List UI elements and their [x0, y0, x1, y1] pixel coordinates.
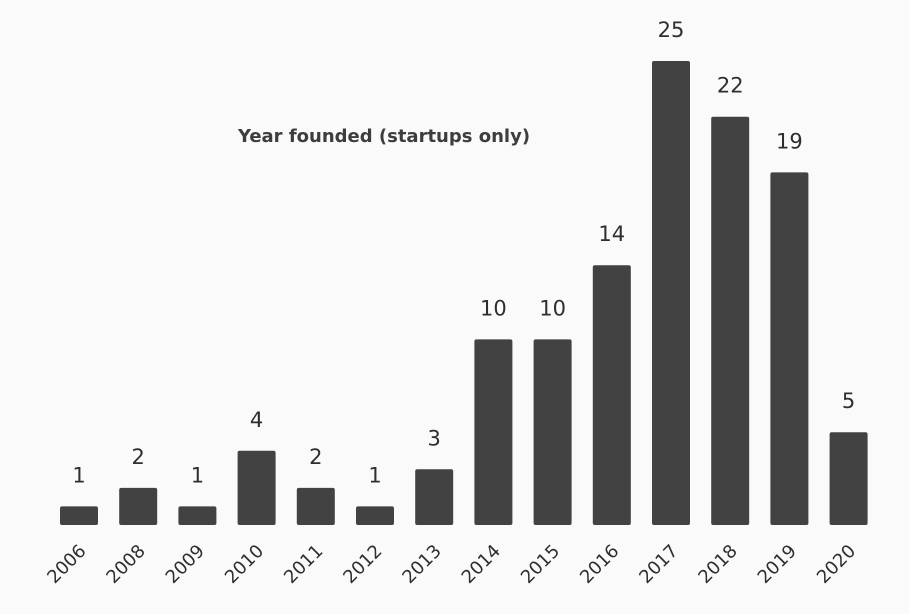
- value-label-2011: 2: [309, 445, 322, 469]
- x-tick-label-2006: 2006: [43, 541, 90, 588]
- value-label-2012: 1: [368, 463, 381, 487]
- bar-2013: [415, 469, 454, 525]
- value-label-2020: 5: [842, 389, 855, 413]
- x-tick-label-2013: 2013: [398, 541, 445, 588]
- bar-2008: [119, 487, 158, 525]
- value-label-2010: 4: [250, 408, 263, 432]
- value-label-2008: 2: [132, 445, 145, 469]
- bars-layer: [60, 61, 868, 525]
- x-tick-label-2010: 2010: [221, 541, 268, 588]
- x-tick-label-2011: 2011: [280, 541, 327, 588]
- x-tick-label-2014: 2014: [458, 541, 505, 588]
- value-label-2006: 1: [72, 463, 85, 487]
- value-label-2019: 19: [776, 129, 803, 153]
- x-tick-label-2009: 2009: [162, 541, 209, 588]
- value-label-2009: 1: [191, 463, 204, 487]
- value-label-2018: 22: [717, 74, 744, 98]
- bar-2019: [770, 172, 809, 525]
- bar-2020: [829, 432, 868, 525]
- bar-2014: [474, 339, 513, 525]
- bar-2012: [356, 506, 394, 525]
- bar-2009: [178, 506, 217, 525]
- bar-2017: [652, 61, 690, 525]
- bar-2006: [60, 506, 98, 525]
- value-label-2015: 10: [539, 296, 566, 320]
- value-label-2014: 10: [480, 296, 507, 320]
- chart-title: Year founded (startups only): [237, 126, 530, 147]
- value-label-2013: 3: [428, 426, 441, 450]
- x-tick-label-2012: 2012: [339, 541, 386, 588]
- x-tick-label-2017: 2017: [635, 541, 682, 588]
- bar-2010: [237, 450, 276, 525]
- value-label-2017: 25: [658, 18, 685, 42]
- x-tick-label-2008: 2008: [102, 541, 149, 588]
- x-tick-label-2020: 2020: [813, 541, 860, 588]
- x-axis-tick-labels: 2006 2008 2009 2010 2011 2012 2013 2014 2015 2016…: [43, 541, 860, 588]
- x-tick-label-2019: 2019: [754, 541, 801, 588]
- bar-2011: [296, 487, 335, 525]
- x-tick-label-2018: 2018: [694, 541, 741, 588]
- bar-2015: [533, 339, 572, 525]
- x-tick-label-2015: 2015: [517, 541, 564, 588]
- bar-2016: [592, 265, 631, 525]
- bar-2018: [711, 116, 750, 525]
- x-tick-label-2016: 2016: [576, 541, 623, 588]
- value-label-2016: 14: [598, 222, 625, 246]
